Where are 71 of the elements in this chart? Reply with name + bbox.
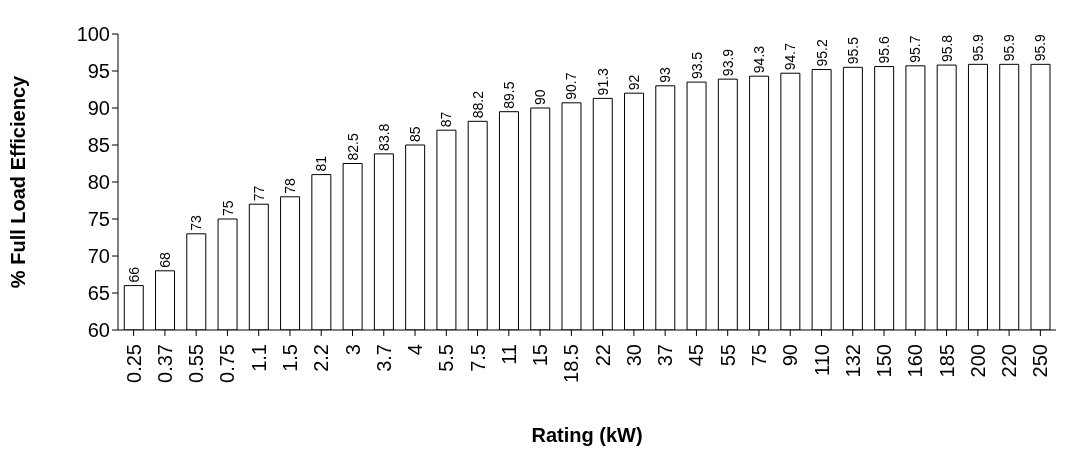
y-tick-label: 65: [87, 282, 110, 305]
y-tick-label: 100: [76, 23, 110, 46]
x-tick-label: 3: [341, 344, 364, 356]
y-axis-title: % Full Load Efficiency: [7, 75, 30, 289]
x-tick-label: 0.75: [216, 344, 239, 383]
data-label: 93.5: [688, 51, 705, 80]
data-label: 83.8: [375, 123, 392, 151]
data-label: 95.9: [1032, 33, 1049, 62]
x-tick-label: 0.25: [122, 344, 145, 383]
y-tick-label: 85: [87, 134, 110, 157]
y-tick-label: 80: [87, 171, 110, 194]
data-label: 82.5: [344, 133, 361, 161]
x-tick-label: 22: [591, 344, 614, 367]
x-tick-label: 1.5: [278, 344, 301, 372]
x-tick-label: 45: [685, 344, 708, 367]
y-tick-label: 60: [87, 319, 110, 342]
data-label: 94.3: [751, 45, 768, 74]
data-label: 88.2: [469, 90, 486, 119]
x-tick-label: 3.7: [372, 344, 395, 372]
data-label: 68: [157, 252, 174, 268]
x-tick-label: 250: [1029, 344, 1052, 378]
x-tick-label: 0.55: [185, 344, 208, 383]
x-tick-label: 200: [966, 344, 989, 378]
data-label: 95.2: [813, 39, 830, 67]
y-tick-label: 75: [87, 208, 110, 231]
x-tick-label: 37: [654, 344, 677, 367]
x-tick-label: 110: [810, 344, 833, 376]
data-label: 89.5: [500, 81, 517, 109]
data-label: 73: [188, 215, 205, 231]
x-tick-label: 11: [497, 344, 520, 365]
x-tick-label: 7.5: [466, 344, 489, 372]
x-tick-label: 150: [873, 344, 896, 378]
data-label: 87: [438, 111, 455, 128]
y-tick-label: 90: [87, 97, 110, 120]
x-tick-label: 5.5: [435, 344, 458, 372]
data-label: 81: [313, 155, 330, 172]
data-label: 93.9: [719, 48, 736, 77]
y-tick-label: 70: [87, 245, 110, 268]
data-label: 77: [250, 185, 267, 202]
x-tick-label: 55: [716, 344, 739, 367]
x-tick-label: 90: [779, 344, 802, 367]
x-tick-label: 30: [622, 344, 645, 367]
data-label: 95.6: [876, 36, 893, 64]
data-label: 75: [219, 200, 236, 216]
data-label: 95.8: [938, 34, 955, 63]
data-label: 95.9: [969, 33, 986, 62]
data-label: 90.7: [563, 72, 580, 100]
data-label: 95.9: [1001, 33, 1018, 62]
data-label: 66: [125, 266, 142, 283]
x-tick-label: 4: [404, 344, 427, 356]
data-label: 91.3: [594, 67, 611, 96]
x-tick-label: 0.37: [153, 344, 176, 383]
x-tick-label: 75: [747, 344, 770, 367]
x-tick-label: 1.1: [247, 344, 270, 372]
data-label: 90: [532, 89, 549, 105]
data-label: 85: [407, 126, 424, 142]
data-label: 92: [626, 74, 643, 91]
data-label: 78: [282, 178, 299, 194]
data-label: 93: [657, 67, 674, 83]
x-tick-label: 18.5: [560, 344, 583, 383]
data-label: 95.5: [844, 36, 861, 65]
x-tick-label: 2.2: [310, 344, 333, 372]
x-tick-label: 132: [841, 344, 864, 378]
x-axis-title: Rating (kW): [531, 424, 643, 446]
x-tick-label: 185: [935, 344, 958, 378]
data-label: 95.7: [907, 35, 924, 63]
y-tick-label: 95: [87, 60, 110, 83]
data-label: 94.7: [782, 42, 799, 71]
x-tick-label: 220: [998, 344, 1021, 378]
x-tick-label: 15: [529, 344, 552, 367]
x-tick-label: 160: [904, 344, 927, 378]
